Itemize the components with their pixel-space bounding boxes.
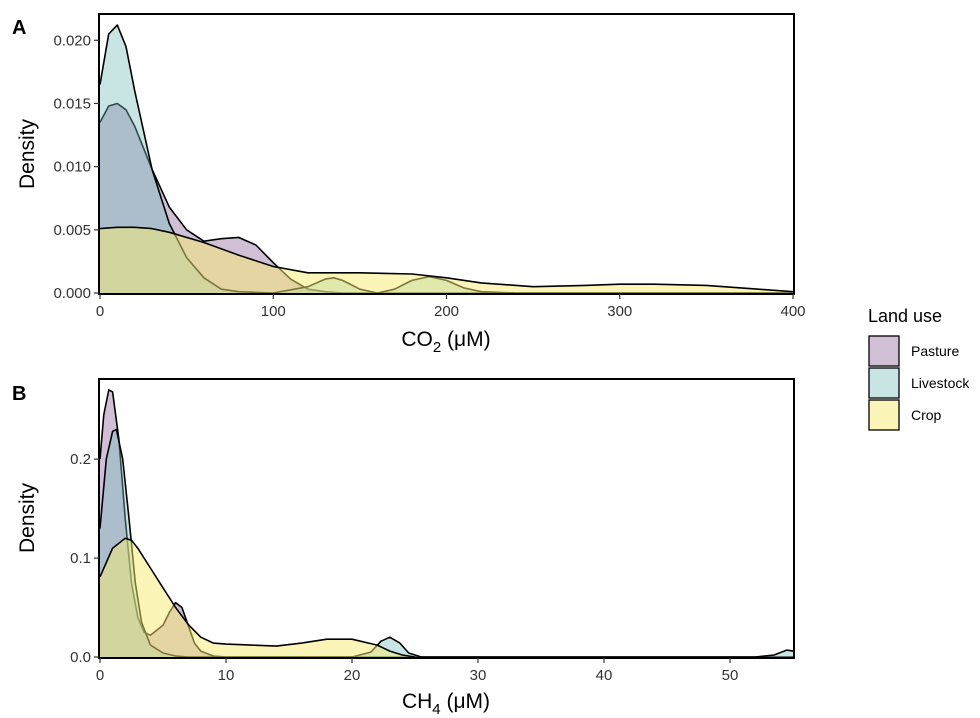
panel-a-y-axis-title: Density [16, 118, 39, 189]
x-tick-label: 30 [470, 667, 487, 684]
panel-a-y-ticks: 0.000 0.005 0.010 0.015 0.020 [53, 32, 99, 302]
legend-swatch-pasture [868, 335, 900, 367]
x-tick-label: 20 [344, 667, 361, 684]
density-line-crop [99, 226, 794, 293]
y-tick-label: 0.1 [70, 550, 91, 567]
legend-label-livestock: Livestock [911, 375, 970, 391]
density-line-livestock [99, 428, 794, 658]
x-tick-label: 0 [96, 667, 104, 684]
legend: Land use Pasture Livestock Crop [868, 306, 970, 431]
legend-swatch-livestock [868, 367, 900, 399]
density-area-crop [100, 227, 793, 293]
x-tick-label: 200 [434, 303, 459, 320]
x-tick-label: 400 [780, 303, 805, 320]
panel-a-x-axis-title: CO2 (μM) [401, 328, 490, 356]
panel-b-y-ticks: 0.0 0.1 0.2 [70, 451, 99, 666]
panel-b: B 0.0 0.1 0.2 0 10 20 30 40 50 Density CH4 (μM) [12, 378, 795, 718]
y-tick-label: 0.005 [53, 222, 91, 239]
panel-b-frame [98, 378, 795, 659]
panel-a-x-ticks: 0 100 200 300 400 [96, 294, 806, 320]
panel-b-x-ticks: 0 10 20 30 40 50 [96, 658, 739, 684]
x-tick-label: 100 [261, 303, 286, 320]
x-tick-label: 40 [596, 667, 613, 684]
panel-b-series [99, 389, 794, 658]
y-tick-label: 0.015 [53, 95, 91, 112]
panel-b-y-axis-title: Density [16, 482, 39, 553]
y-tick-label: 0.0 [70, 649, 91, 666]
panel-b-label: B [12, 383, 26, 405]
x-tick-label: 10 [218, 667, 235, 684]
y-tick-label: 0.020 [53, 32, 91, 49]
density-line-pasture [99, 389, 793, 658]
panel-a-series [99, 24, 794, 294]
legend-label-crop: Crop [911, 407, 942, 423]
panel-a-label: A [12, 17, 26, 39]
legend-item-pasture: Pasture [868, 335, 959, 367]
y-tick-label: 0.010 [53, 159, 91, 176]
y-tick-label: 0.2 [70, 451, 91, 468]
legend-item-crop: Crop [868, 399, 942, 431]
density-area-livestock [100, 429, 793, 657]
y-tick-label: 0.000 [53, 285, 91, 302]
legend-title: Land use [868, 306, 942, 326]
legend-label-pasture: Pasture [911, 343, 959, 359]
legend-swatch-crop [868, 399, 900, 431]
x-tick-label: 0 [96, 303, 104, 320]
density-area-crop [100, 538, 415, 657]
x-tick-label: 300 [607, 303, 632, 320]
panel-b-x-axis-title: CH4 (μM) [402, 690, 490, 718]
density-line-crop [99, 537, 416, 658]
density-area-pasture [100, 389, 793, 657]
panel-a: A 0.000 0.005 0.010 0.015 0.020 0 100 200 300 40… [12, 13, 806, 356]
legend-item-livestock: Livestock [868, 367, 970, 399]
x-tick-label: 50 [722, 667, 739, 684]
